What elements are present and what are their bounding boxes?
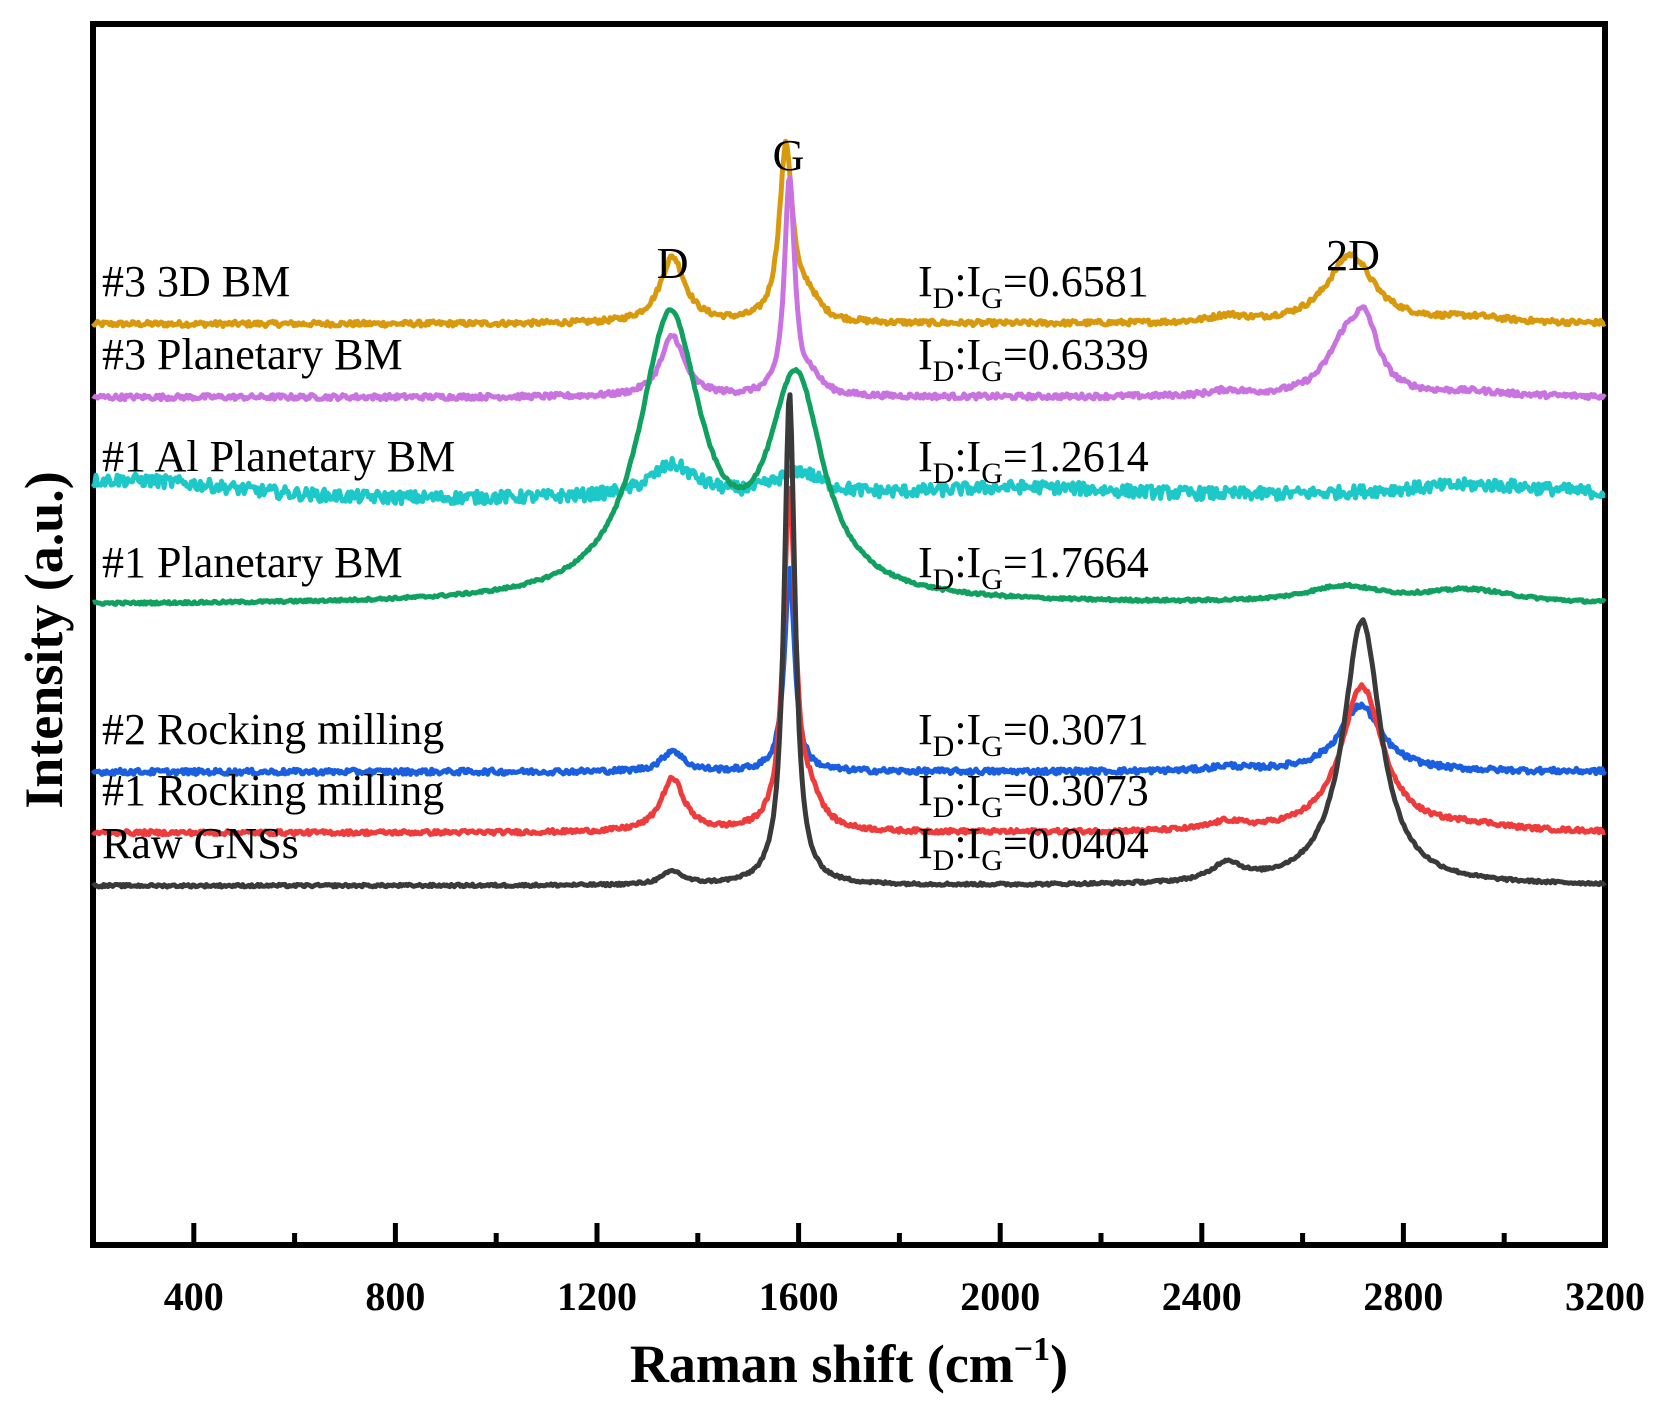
id-ig-ratio-label: ID:IG=0.6581: [918, 257, 1149, 315]
x-tick-label: 2400: [1162, 1274, 1242, 1319]
x-tick-label: 1600: [759, 1274, 839, 1319]
ratio-sub-d: D: [933, 355, 955, 388]
ratio-sub-g: G: [981, 355, 1003, 388]
ratio-value: =0.3071: [1003, 705, 1149, 754]
x-axis-title-close: ): [1050, 1334, 1068, 1394]
series-line: [90, 565, 1608, 777]
ratio-value: =0.3073: [1003, 766, 1149, 815]
ratio-sub-d: D: [933, 563, 955, 596]
x-axis-title: Raman shift (cm−1): [630, 1331, 1068, 1394]
ratio-sub-d: D: [933, 457, 955, 490]
series-name-label: #1 Rocking milling: [102, 766, 444, 815]
x-axis-tick-labels: 400 800 1200 1600 2000 2400 2800 3200: [164, 1274, 1645, 1319]
id-ig-ratio-label: ID:IG=0.0404: [918, 819, 1149, 877]
ratio-sub-g: G: [981, 844, 1003, 877]
series-name-label: #3 Planetary BM: [102, 330, 403, 379]
x-axis-ticks: [191, 1223, 1507, 1245]
peak-label: G: [773, 131, 805, 180]
id-ig-ratio-label: ID:IG=1.7664: [918, 538, 1149, 596]
series-line: [91, 307, 1607, 607]
ratio-sub-d: D: [933, 791, 955, 824]
series-name-label: #1 Planetary BM: [102, 538, 403, 587]
x-tick-label: 2000: [960, 1274, 1040, 1319]
ratio-i-g: :I: [954, 257, 981, 306]
ratio-i-d: I: [918, 432, 933, 481]
ratio-i-g: :I: [954, 819, 981, 868]
series-line: [91, 138, 1607, 329]
ratio-sub-g: G: [981, 730, 1003, 763]
ratio-value: =1.2614: [1003, 432, 1149, 481]
ratio-i-d: I: [918, 705, 933, 754]
x-axis-title-superscript: −1: [1014, 1331, 1050, 1368]
id-ig-ratio-label: ID:IG=1.2614: [918, 432, 1149, 490]
ratio-i-d: I: [918, 819, 933, 868]
x-tick-label: 400: [164, 1274, 224, 1319]
series-name-label: #3 3D BM: [102, 257, 290, 306]
series-line: [91, 174, 1607, 403]
series-lines: [90, 138, 1608, 890]
ratio-value: =0.6581: [1003, 257, 1149, 306]
ratio-i-d: I: [918, 330, 933, 379]
ratio-i-g: :I: [954, 432, 981, 481]
ratio-sub-d: D: [933, 730, 955, 763]
ratio-sub-g: G: [981, 791, 1003, 824]
x-tick-label: 2800: [1363, 1274, 1443, 1319]
x-tick-label: 800: [365, 1274, 425, 1319]
id-ig-ratio-label: ID:IG=0.6339: [918, 330, 1149, 388]
peak-label: D: [657, 239, 689, 288]
series-name-label: #1 Al Planetary BM: [102, 432, 455, 481]
ratio-i-d: I: [918, 257, 933, 306]
ratio-i-g: :I: [954, 766, 981, 815]
series-labels: #3 3D BM ID:IG=0.6581#3 Planetary BM ID:IG…: [102, 257, 1149, 877]
ratio-value: =0.0404: [1003, 819, 1149, 868]
ratio-value: =1.7664: [1003, 538, 1149, 587]
plot-frame: [90, 21, 1608, 1248]
series-name-label: Raw GNSs: [102, 819, 299, 868]
ratio-sub-d: D: [933, 282, 955, 315]
id-ig-ratio-label: ID:IG=0.3071: [918, 705, 1149, 763]
y-axis-title: Intensity (a.u.): [14, 471, 74, 809]
peak-label: 2D: [1326, 231, 1380, 280]
peak-labels: D G 2D: [657, 131, 1380, 288]
ratio-i-d: I: [918, 538, 933, 587]
series-line: [90, 456, 1606, 507]
x-tick-label: 3200: [1565, 1274, 1645, 1319]
ratio-sub-g: G: [981, 563, 1003, 596]
id-ig-ratio-label: ID:IG=0.3073: [918, 766, 1149, 824]
ratio-value: =0.6339: [1003, 330, 1149, 379]
ratio-i-g: :I: [954, 705, 981, 754]
ratio-sub-g: G: [981, 457, 1003, 490]
ratio-i-d: I: [918, 766, 933, 815]
ratio-sub-d: D: [933, 844, 955, 877]
ratio-sub-g: G: [981, 282, 1003, 315]
x-axis-title-main: Raman shift (cm: [630, 1334, 1014, 1394]
series-line: [91, 392, 1607, 890]
ratio-i-g: :I: [954, 538, 981, 587]
x-tick-label: 1200: [557, 1274, 637, 1319]
series-name-label: #2 Rocking milling: [102, 705, 444, 754]
series-line: [91, 485, 1607, 838]
ratio-i-g: :I: [954, 330, 981, 379]
